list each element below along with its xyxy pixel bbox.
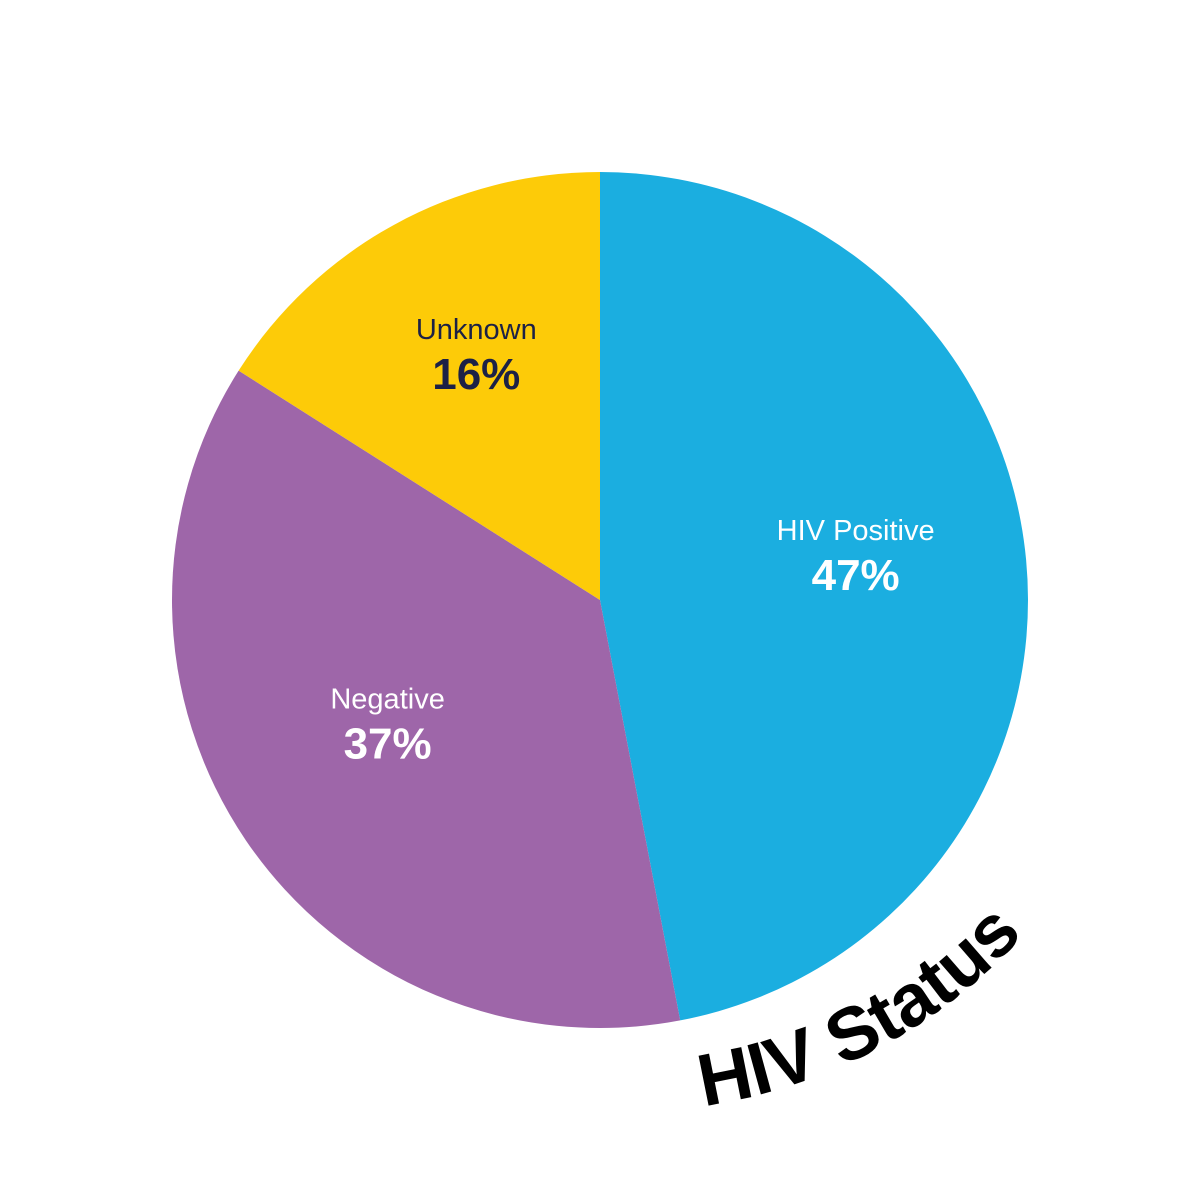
slice-value-hiv-positive: 47% <box>812 551 900 600</box>
pie-labels: HIV Positive 47% Negative 37% Unknown 16% <box>330 314 934 768</box>
pie-slice-unknown <box>238 172 600 600</box>
slice-label-hiv-positive: HIV Positive 47% <box>777 515 935 600</box>
slice-name-unknown: Unknown <box>416 314 537 346</box>
slice-label-unknown: Unknown 16% <box>416 314 537 399</box>
slice-name-hiv-positive: HIV Positive <box>777 515 935 547</box>
slice-value-unknown: 16% <box>432 350 520 399</box>
pie-slice-hiv-positive <box>600 172 1028 1021</box>
slice-label-negative: Negative 37% <box>330 683 444 768</box>
slice-value-negative: 37% <box>344 719 432 768</box>
pie-slices <box>172 172 1028 1028</box>
slice-name-negative: Negative <box>330 683 444 715</box>
pie-slice-negative <box>172 370 681 1028</box>
